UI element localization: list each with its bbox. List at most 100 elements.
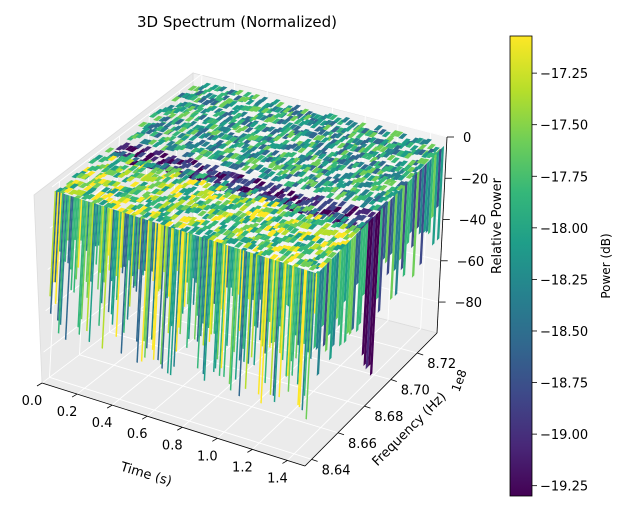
surface-cell — [207, 235, 218, 242]
surface-cell — [347, 225, 358, 232]
surface-cell — [194, 173, 205, 179]
surface-cell — [251, 152, 262, 159]
surface-cell — [124, 158, 135, 165]
surface-cell — [305, 248, 315, 255]
surface-cell — [312, 114, 322, 120]
surface-cell — [183, 102, 194, 108]
surface-skirt-front — [151, 223, 160, 351]
surface-cell — [238, 111, 249, 117]
z-tick-label: 0 — [463, 131, 471, 146]
surface-cell — [221, 126, 231, 133]
surface-cell — [167, 197, 178, 203]
surface-cell — [111, 203, 122, 210]
surface-skirt-front — [290, 266, 297, 362]
surface-skirt-front — [151, 222, 156, 272]
surface-skirt-front — [242, 251, 249, 350]
surface-cell — [271, 99, 281, 105]
surface-skirt-front — [297, 268, 303, 346]
colorbar-ticks: −17.25 −17.50 −17.75 −18.00 −18.25 −18.50 −18.… — [532, 67, 588, 495]
surface-cell — [256, 211, 266, 218]
surface-skirt-front — [313, 273, 318, 314]
surface-skirt-front — [86, 202, 95, 332]
surface-cell — [328, 114, 338, 121]
surface-skirt-front — [294, 267, 300, 336]
surface-cell — [270, 175, 280, 182]
surface-skirt-front — [273, 261, 280, 343]
surface-cell — [170, 158, 181, 165]
surface-skirt-front — [144, 221, 153, 358]
surface-cell — [200, 220, 211, 226]
surface-skirt-front — [135, 217, 141, 292]
surface-skirt-front — [297, 269, 306, 406]
surface-cell — [100, 187, 111, 193]
surface-cell — [268, 187, 279, 194]
z-tick-label: −60 — [457, 255, 484, 270]
surface-skirt-front — [216, 243, 224, 360]
y-tick — [364, 405, 371, 409]
surface-cell — [191, 142, 202, 149]
surface-cell — [321, 222, 332, 230]
surface-cell — [303, 110, 314, 117]
surface-skirt-front — [101, 207, 111, 349]
surface-cell — [318, 179, 328, 186]
surface-cell — [347, 154, 357, 161]
surface-cell — [184, 157, 195, 164]
surface-cell — [382, 151, 392, 158]
surface-cell — [223, 97, 234, 104]
surface-skirt-front — [57, 194, 67, 334]
surface-cell — [218, 224, 228, 231]
surface-cell — [421, 152, 431, 158]
surface-cell — [136, 167, 147, 173]
surface-cell — [216, 110, 227, 117]
surface-cell — [359, 164, 369, 170]
surface-cell — [273, 156, 283, 163]
surface-cell — [161, 116, 172, 122]
surface-cell — [350, 205, 360, 212]
surface-cell — [379, 175, 389, 182]
surface-skirt-front — [152, 222, 157, 282]
surface-cell — [226, 122, 237, 128]
surface-cell — [243, 180, 253, 187]
surface-cell — [232, 220, 242, 227]
surface-cell — [236, 162, 247, 168]
surface-cell — [223, 161, 234, 168]
surface-cell — [353, 177, 363, 184]
surface-skirt-front — [123, 214, 131, 333]
surface-skirt-front — [213, 242, 220, 335]
surface-cell — [335, 149, 346, 155]
surface-skirt-front — [228, 247, 238, 385]
surface-cell — [396, 180, 406, 188]
surface-cell — [303, 130, 314, 137]
surface-cell — [63, 187, 74, 193]
surface-cell — [135, 196, 146, 203]
surface-cell — [217, 143, 228, 149]
surface-cell — [247, 153, 257, 159]
y-tick — [337, 432, 345, 436]
surface-cell — [321, 186, 331, 193]
surface-cell — [235, 231, 246, 238]
surface-cell — [94, 197, 104, 204]
surface-cell — [302, 234, 312, 241]
surface-cell — [221, 174, 232, 181]
surface-cell — [315, 237, 325, 244]
surface-cell — [209, 169, 219, 176]
surface-cell — [149, 131, 159, 137]
colorbar-tick-label: −18.25 — [540, 273, 588, 288]
surface-skirt-front — [131, 216, 137, 277]
surface-cell — [266, 230, 277, 237]
surface-cell — [264, 156, 274, 163]
surface-cell — [415, 163, 425, 170]
surface-cell — [316, 135, 326, 141]
surface-cell — [228, 136, 238, 143]
surface-cell — [336, 176, 346, 183]
surface-cell — [314, 172, 324, 179]
surface-skirt-front — [103, 207, 109, 283]
surface-cell — [193, 207, 203, 214]
surface-cell — [347, 132, 357, 139]
surface-cell — [151, 212, 161, 219]
surface-cell — [299, 222, 309, 229]
surface-cell — [302, 138, 312, 145]
surface-cell — [287, 181, 297, 188]
surface-cell — [409, 145, 419, 152]
surface-cell — [253, 100, 264, 107]
